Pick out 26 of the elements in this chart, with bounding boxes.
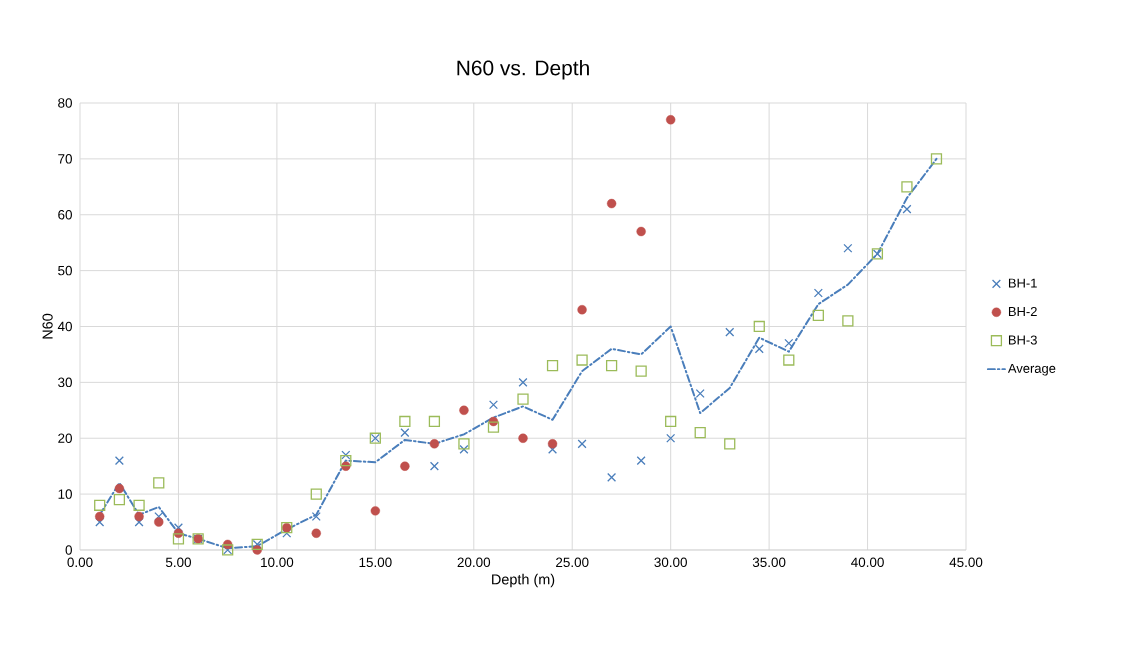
- x-tick-label: 5.00: [165, 557, 192, 568]
- y-tick-label: 10: [58, 489, 72, 499]
- y-axis-title: N60: [42, 313, 53, 339]
- chart-title: N60 vs. Depth: [457, 60, 589, 80]
- x-tick-label: 0.00: [67, 557, 93, 568]
- legend-label: BH-1: [1008, 278, 1037, 288]
- y-tick-label: 80: [58, 98, 72, 108]
- y-tick-label: 70: [58, 154, 72, 164]
- x-tick-label: 10.00: [261, 557, 294, 568]
- x-tick-label: 20.00: [457, 557, 491, 568]
- y-tick-label: 0: [65, 545, 72, 555]
- legend-label: Average: [1007, 363, 1056, 376]
- y-tick-label: 20: [58, 433, 72, 443]
- legend-label: BH-3: [1008, 335, 1037, 345]
- y-tick-label: 40: [57, 321, 72, 332]
- x-tick-label: 15.00: [359, 557, 392, 568]
- x-tick-label: 25.00: [556, 557, 589, 568]
- legend-label: BH-2: [1008, 306, 1037, 317]
- x-axis-title: Depth (m): [492, 573, 555, 588]
- x-tick-label: 30.00: [654, 557, 687, 568]
- x-tick-label: 35.00: [752, 557, 786, 568]
- x-tick-label: 45.00: [949, 557, 983, 568]
- x-tick-label: 40.00: [851, 557, 884, 568]
- y-tick-label: 30: [58, 377, 72, 388]
- y-tick-label: 60: [58, 209, 72, 220]
- y-tick-label: 50: [58, 265, 72, 276]
